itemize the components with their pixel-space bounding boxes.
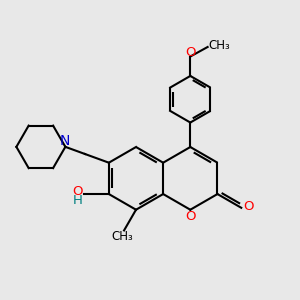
Text: CH₃: CH₃: [112, 230, 134, 244]
Text: O: O: [185, 46, 196, 59]
Text: N: N: [60, 134, 70, 148]
Text: O: O: [244, 200, 254, 213]
Text: H: H: [73, 194, 83, 207]
Text: O: O: [73, 184, 83, 198]
Text: O: O: [186, 210, 196, 223]
Text: CH₃: CH₃: [208, 39, 230, 52]
